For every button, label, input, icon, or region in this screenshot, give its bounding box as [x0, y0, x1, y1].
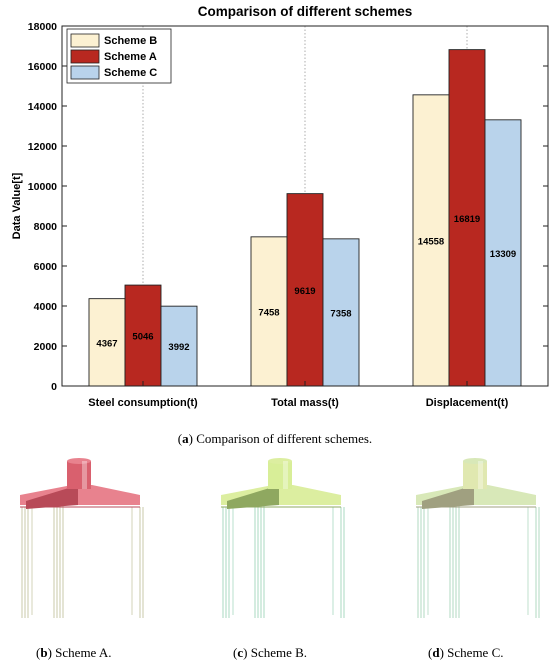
legend-label: Scheme A [104, 51, 157, 63]
column-cylinder [67, 461, 91, 489]
column-cap [268, 458, 292, 464]
x-tick-label: Displacement(t) [426, 397, 509, 409]
legend-label: Scheme C [104, 67, 157, 79]
y-tick-label: 6000 [34, 261, 58, 273]
caption-a: (a) Comparison of different schemes. [177, 431, 373, 446]
data-label: 14558 [418, 236, 444, 247]
y-tick-label: 16000 [28, 61, 57, 73]
bar-scheme-c-0 [160, 305, 198, 387]
y-tick-label: 10000 [28, 181, 57, 193]
data-label: 7458 [258, 307, 279, 318]
y-tick-label: 8000 [34, 221, 58, 233]
legend-swatch [70, 49, 100, 64]
column-cap [67, 458, 91, 464]
x-tick-label: Steel consumption(t) [88, 397, 198, 409]
bar-chart: 4367 7458 14558 5046 9619 16819 3992 7358 13309 0… [11, 4, 549, 409]
column-cylinder [463, 461, 487, 489]
legend-label: Scheme B [104, 35, 157, 47]
y-tick-label: 4000 [34, 301, 58, 313]
data-label: 3992 [168, 342, 189, 353]
data-label: 5046 [132, 332, 153, 343]
deck-side [422, 487, 474, 509]
data-label: 7358 [330, 308, 351, 319]
data-label: 16819 [454, 214, 480, 225]
chart-title: Comparison of different schemes [198, 4, 413, 19]
column-highlight [82, 461, 87, 489]
bar-scheme-c-1 [322, 238, 360, 387]
y-tick-label: 12000 [28, 141, 57, 153]
legend-swatch [70, 65, 100, 80]
y-tick-label: 18000 [28, 21, 57, 33]
y-axis-label: Data Value[t] [11, 172, 23, 239]
bar-scheme-a-1 [286, 193, 324, 387]
deck-side [227, 487, 279, 509]
column-cap [463, 458, 487, 464]
caption-d: (d) Scheme C. [428, 645, 504, 660]
legend-swatch [70, 33, 100, 48]
bar-scheme-c-2 [484, 119, 522, 387]
y-tick-label: 0 [51, 381, 57, 393]
scheme-a-model-image [20, 458, 144, 618]
data-label: 4367 [96, 338, 117, 349]
scheme-b-model-image [221, 458, 345, 618]
data-label: 13309 [490, 249, 516, 260]
column-highlight [283, 461, 288, 489]
column-cylinder [268, 461, 292, 489]
bar-scheme-a-2 [448, 49, 486, 387]
deck-side [26, 487, 78, 509]
y-tick-label: 2000 [34, 341, 58, 353]
caption-b: (b) Scheme A. [36, 645, 112, 660]
bar-scheme-b-0 [88, 298, 126, 387]
y-tick-label: 14000 [28, 101, 57, 113]
scheme-c-model-image [416, 458, 540, 618]
caption-c: (c) Scheme B. [233, 645, 308, 660]
bar-scheme-b-2 [412, 94, 450, 387]
column-highlight [478, 461, 483, 489]
x-tick-label: Total mass(t) [271, 397, 339, 409]
data-label: 9619 [294, 286, 315, 297]
